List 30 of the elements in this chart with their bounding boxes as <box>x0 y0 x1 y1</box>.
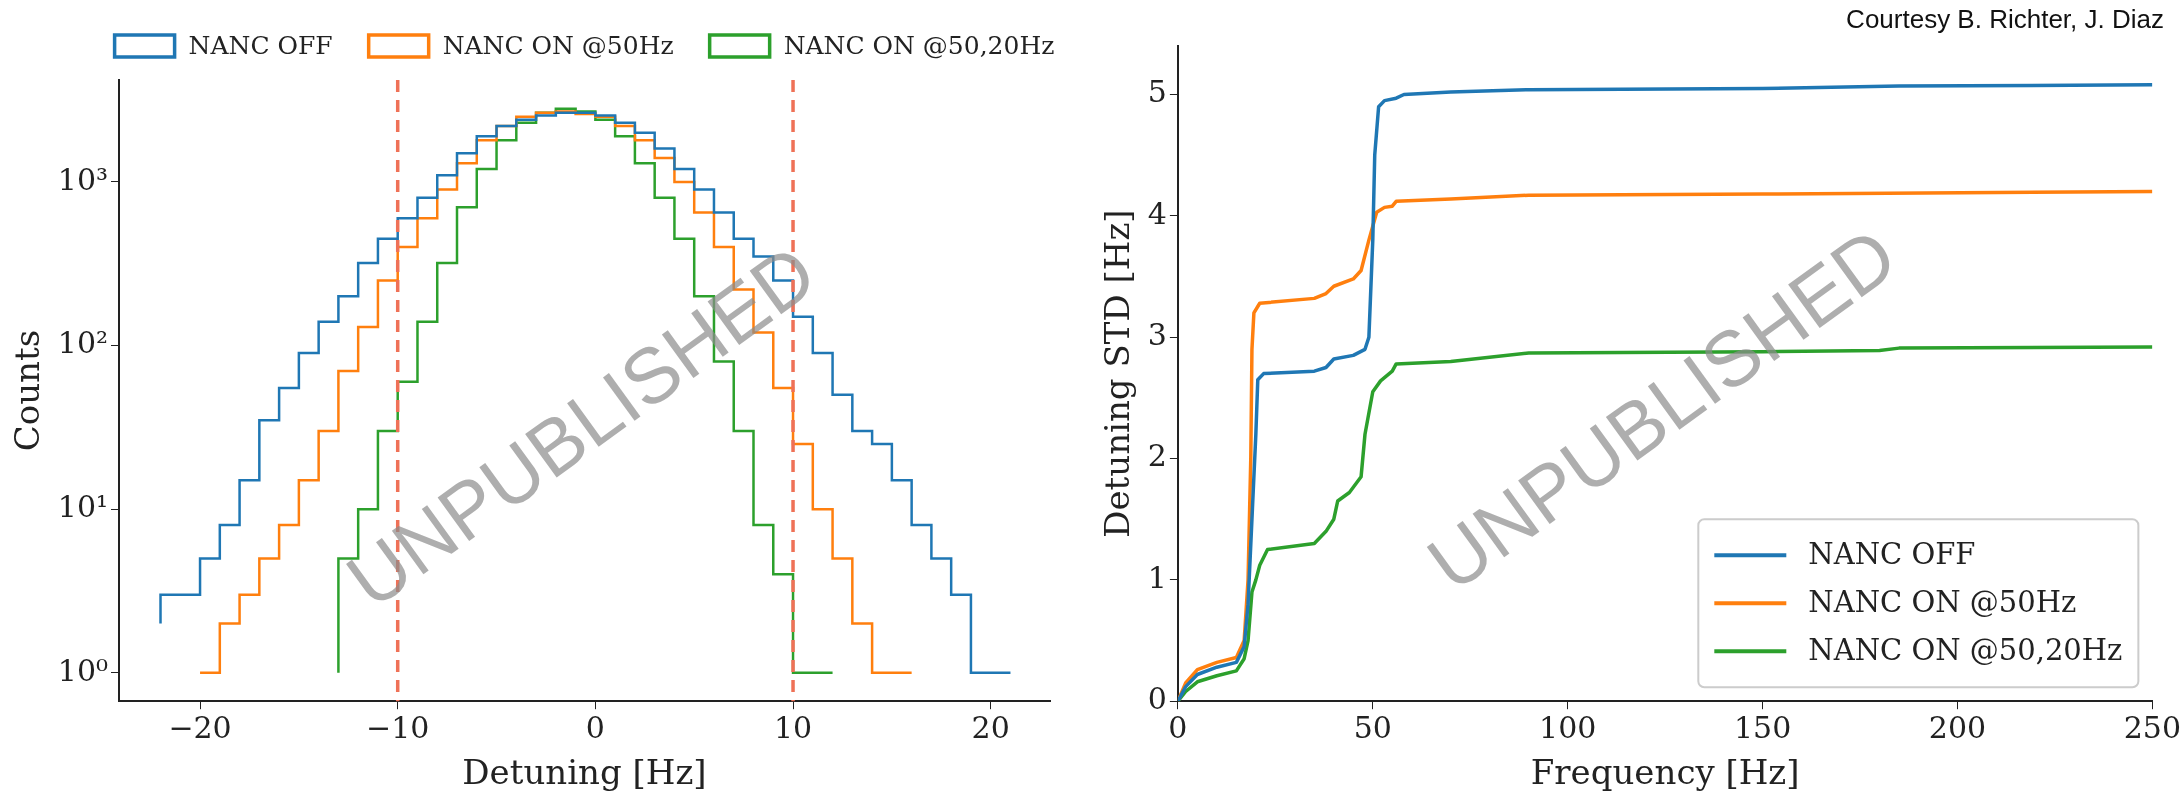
legend-label: NANC ON @50,20Hz <box>783 30 1055 60</box>
x-tick-label: −20 <box>168 710 232 745</box>
x-tick-label: 20 <box>971 710 1010 745</box>
x-axis-title: Detuning [Hz] <box>462 752 707 793</box>
x-tick-label: 100 <box>1539 710 1597 745</box>
x-tick-label: 200 <box>1928 710 1987 745</box>
y-tick-label: 4 <box>1147 195 1167 231</box>
y-tick-label: 1 <box>1147 559 1167 595</box>
legend-label: NANC OFF <box>188 30 333 60</box>
x-tick-label: 0 <box>585 710 605 745</box>
x-tick-label: 250 <box>2123 710 2181 745</box>
legend-label: NANC ON @50Hz <box>1808 584 2077 619</box>
x-axis-title: Frequency [Hz] <box>1530 752 1800 793</box>
y-tick-label: 10¹ <box>57 488 108 524</box>
y-tick-label: 3 <box>1147 317 1167 352</box>
y-tick-label: 10⁰ <box>57 652 108 688</box>
y-tick-label: 10³ <box>57 161 108 197</box>
text: Courtesy B. Richter, J. Diaz <box>1846 4 2164 35</box>
x-tick-label: 150 <box>1733 710 1792 745</box>
y-tick-label: 5 <box>1147 74 1167 110</box>
y-tick-label: 2 <box>1147 438 1167 474</box>
x-tick-label: 50 <box>1353 710 1392 745</box>
y-axis-title: Detuning STD [Hz] <box>1097 209 1138 538</box>
y-axis-title: Counts <box>7 329 48 452</box>
legend-label: NANC ON @50Hz <box>442 30 674 60</box>
y-tick-label: 10² <box>57 325 108 361</box>
x-tick-label: −10 <box>366 710 430 745</box>
legend-label: NANC ON @50,20Hz <box>1808 632 2123 667</box>
y-tick-label: 0 <box>1147 681 1167 716</box>
x-tick-label: 10 <box>773 710 813 745</box>
